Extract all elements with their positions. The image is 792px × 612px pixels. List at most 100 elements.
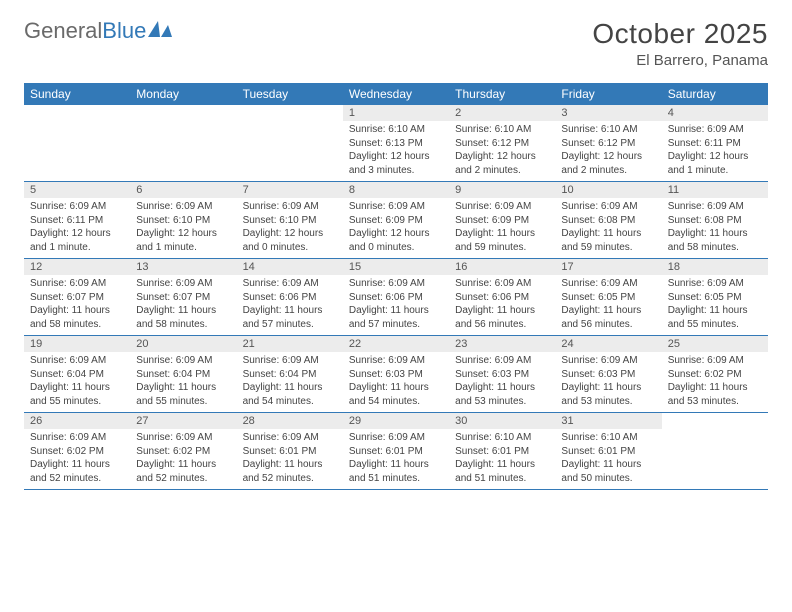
sunrise-text: Sunrise: 6:09 AM — [136, 200, 230, 214]
sunset-text: Sunset: 6:13 PM — [349, 137, 443, 151]
daylight-text: Daylight: 12 hours and 1 minute. — [668, 150, 762, 177]
month-title: October 2025 — [592, 18, 768, 50]
daylight-text: Daylight: 12 hours and 0 minutes. — [243, 227, 337, 254]
sunrise-text: Sunrise: 6:09 AM — [561, 277, 655, 291]
sunrise-text: Sunrise: 6:09 AM — [668, 277, 762, 291]
day-cell: 29Sunrise: 6:09 AMSunset: 6:01 PMDayligh… — [343, 413, 449, 489]
day-number: 12 — [24, 259, 130, 275]
sunset-text: Sunset: 6:01 PM — [455, 445, 549, 459]
day-cell: 19Sunrise: 6:09 AMSunset: 6:04 PMDayligh… — [24, 336, 130, 412]
day-cell: 8Sunrise: 6:09 AMSunset: 6:09 PMDaylight… — [343, 182, 449, 258]
day-data: Sunrise: 6:10 AMSunset: 6:13 PMDaylight:… — [343, 121, 449, 181]
day-data: Sunrise: 6:09 AMSunset: 6:06 PMDaylight:… — [237, 275, 343, 335]
day-data: Sunrise: 6:09 AMSunset: 6:09 PMDaylight:… — [449, 198, 555, 258]
sunrise-text: Sunrise: 6:09 AM — [455, 277, 549, 291]
sunrise-text: Sunrise: 6:09 AM — [136, 354, 230, 368]
daylight-text: Daylight: 11 hours and 59 minutes. — [455, 227, 549, 254]
sunrise-text: Sunrise: 6:09 AM — [561, 200, 655, 214]
sunrise-text: Sunrise: 6:09 AM — [668, 123, 762, 137]
day-cell: 6Sunrise: 6:09 AMSunset: 6:10 PMDaylight… — [130, 182, 236, 258]
day-cell: 10Sunrise: 6:09 AMSunset: 6:08 PMDayligh… — [555, 182, 661, 258]
sunset-text: Sunset: 6:01 PM — [349, 445, 443, 459]
day-number: 19 — [24, 336, 130, 352]
weekday-header: Wednesday — [343, 83, 449, 105]
day-data: Sunrise: 6:09 AMSunset: 6:01 PMDaylight:… — [343, 429, 449, 489]
sunrise-text: Sunrise: 6:10 AM — [455, 431, 549, 445]
daylight-text: Daylight: 11 hours and 57 minutes. — [349, 304, 443, 331]
day-number: 20 — [130, 336, 236, 352]
day-number: 18 — [662, 259, 768, 275]
location: El Barrero, Panama — [592, 52, 768, 69]
day-number: 4 — [662, 105, 768, 121]
sunrise-text: Sunrise: 6:09 AM — [30, 354, 124, 368]
day-data — [24, 109, 130, 161]
day-cell: 4Sunrise: 6:09 AMSunset: 6:11 PMDaylight… — [662, 105, 768, 181]
day-data: Sunrise: 6:10 AMSunset: 6:12 PMDaylight:… — [449, 121, 555, 181]
sunset-text: Sunset: 6:07 PM — [136, 291, 230, 305]
sunset-text: Sunset: 6:02 PM — [668, 368, 762, 382]
day-data: Sunrise: 6:09 AMSunset: 6:01 PMDaylight:… — [237, 429, 343, 489]
day-cell: 16Sunrise: 6:09 AMSunset: 6:06 PMDayligh… — [449, 259, 555, 335]
day-data: Sunrise: 6:09 AMSunset: 6:07 PMDaylight:… — [24, 275, 130, 335]
daylight-text: Daylight: 11 hours and 52 minutes. — [136, 458, 230, 485]
day-number: 22 — [343, 336, 449, 352]
day-number: 17 — [555, 259, 661, 275]
day-cell — [130, 105, 236, 181]
sunset-text: Sunset: 6:07 PM — [30, 291, 124, 305]
day-data: Sunrise: 6:09 AMSunset: 6:02 PMDaylight:… — [130, 429, 236, 489]
sunset-text: Sunset: 6:09 PM — [349, 214, 443, 228]
day-cell: 13Sunrise: 6:09 AMSunset: 6:07 PMDayligh… — [130, 259, 236, 335]
day-cell: 22Sunrise: 6:09 AMSunset: 6:03 PMDayligh… — [343, 336, 449, 412]
daylight-text: Daylight: 11 hours and 50 minutes. — [561, 458, 655, 485]
day-number: 23 — [449, 336, 555, 352]
day-number: 27 — [130, 413, 236, 429]
day-data: Sunrise: 6:09 AMSunset: 6:11 PMDaylight:… — [662, 121, 768, 181]
daylight-text: Daylight: 11 hours and 53 minutes. — [455, 381, 549, 408]
sunset-text: Sunset: 6:05 PM — [668, 291, 762, 305]
calendar: Sunday Monday Tuesday Wednesday Thursday… — [24, 83, 768, 490]
day-data: Sunrise: 6:10 AMSunset: 6:12 PMDaylight:… — [555, 121, 661, 181]
sunset-text: Sunset: 6:08 PM — [668, 214, 762, 228]
daylight-text: Daylight: 11 hours and 58 minutes. — [30, 304, 124, 331]
sunset-text: Sunset: 6:06 PM — [243, 291, 337, 305]
daylight-text: Daylight: 11 hours and 53 minutes. — [668, 381, 762, 408]
daylight-text: Daylight: 11 hours and 59 minutes. — [561, 227, 655, 254]
sunset-text: Sunset: 6:05 PM — [561, 291, 655, 305]
sunrise-text: Sunrise: 6:10 AM — [349, 123, 443, 137]
day-data: Sunrise: 6:09 AMSunset: 6:06 PMDaylight:… — [449, 275, 555, 335]
day-number: 1 — [343, 105, 449, 121]
day-number: 16 — [449, 259, 555, 275]
sunset-text: Sunset: 6:08 PM — [561, 214, 655, 228]
header: GeneralBlue October 2025 El Barrero, Pan… — [24, 18, 768, 69]
sunrise-text: Sunrise: 6:09 AM — [136, 431, 230, 445]
day-number: 6 — [130, 182, 236, 198]
day-number: 3 — [555, 105, 661, 121]
sunset-text: Sunset: 6:01 PM — [561, 445, 655, 459]
weekday-header: Saturday — [662, 83, 768, 105]
sunrise-text: Sunrise: 6:09 AM — [243, 354, 337, 368]
day-data: Sunrise: 6:09 AMSunset: 6:07 PMDaylight:… — [130, 275, 236, 335]
daylight-text: Daylight: 12 hours and 1 minute. — [136, 227, 230, 254]
sunrise-text: Sunrise: 6:09 AM — [455, 200, 549, 214]
day-cell: 11Sunrise: 6:09 AMSunset: 6:08 PMDayligh… — [662, 182, 768, 258]
day-cell: 20Sunrise: 6:09 AMSunset: 6:04 PMDayligh… — [130, 336, 236, 412]
logo-text-2: Blue — [102, 18, 146, 44]
day-data: Sunrise: 6:09 AMSunset: 6:10 PMDaylight:… — [130, 198, 236, 258]
day-cell: 25Sunrise: 6:09 AMSunset: 6:02 PMDayligh… — [662, 336, 768, 412]
sunrise-text: Sunrise: 6:09 AM — [561, 354, 655, 368]
sunset-text: Sunset: 6:06 PM — [349, 291, 443, 305]
day-data: Sunrise: 6:09 AMSunset: 6:09 PMDaylight:… — [343, 198, 449, 258]
day-data: Sunrise: 6:10 AMSunset: 6:01 PMDaylight:… — [555, 429, 661, 489]
week-row: 26Sunrise: 6:09 AMSunset: 6:02 PMDayligh… — [24, 413, 768, 490]
day-cell: 18Sunrise: 6:09 AMSunset: 6:05 PMDayligh… — [662, 259, 768, 335]
sunset-text: Sunset: 6:11 PM — [30, 214, 124, 228]
day-data: Sunrise: 6:09 AMSunset: 6:02 PMDaylight:… — [24, 429, 130, 489]
day-cell: 17Sunrise: 6:09 AMSunset: 6:05 PMDayligh… — [555, 259, 661, 335]
day-cell: 12Sunrise: 6:09 AMSunset: 6:07 PMDayligh… — [24, 259, 130, 335]
sunset-text: Sunset: 6:04 PM — [243, 368, 337, 382]
title-block: October 2025 El Barrero, Panama — [592, 18, 768, 69]
day-cell: 2Sunrise: 6:10 AMSunset: 6:12 PMDaylight… — [449, 105, 555, 181]
day-data: Sunrise: 6:09 AMSunset: 6:08 PMDaylight:… — [555, 198, 661, 258]
day-cell: 21Sunrise: 6:09 AMSunset: 6:04 PMDayligh… — [237, 336, 343, 412]
daylight-text: Daylight: 11 hours and 54 minutes. — [243, 381, 337, 408]
